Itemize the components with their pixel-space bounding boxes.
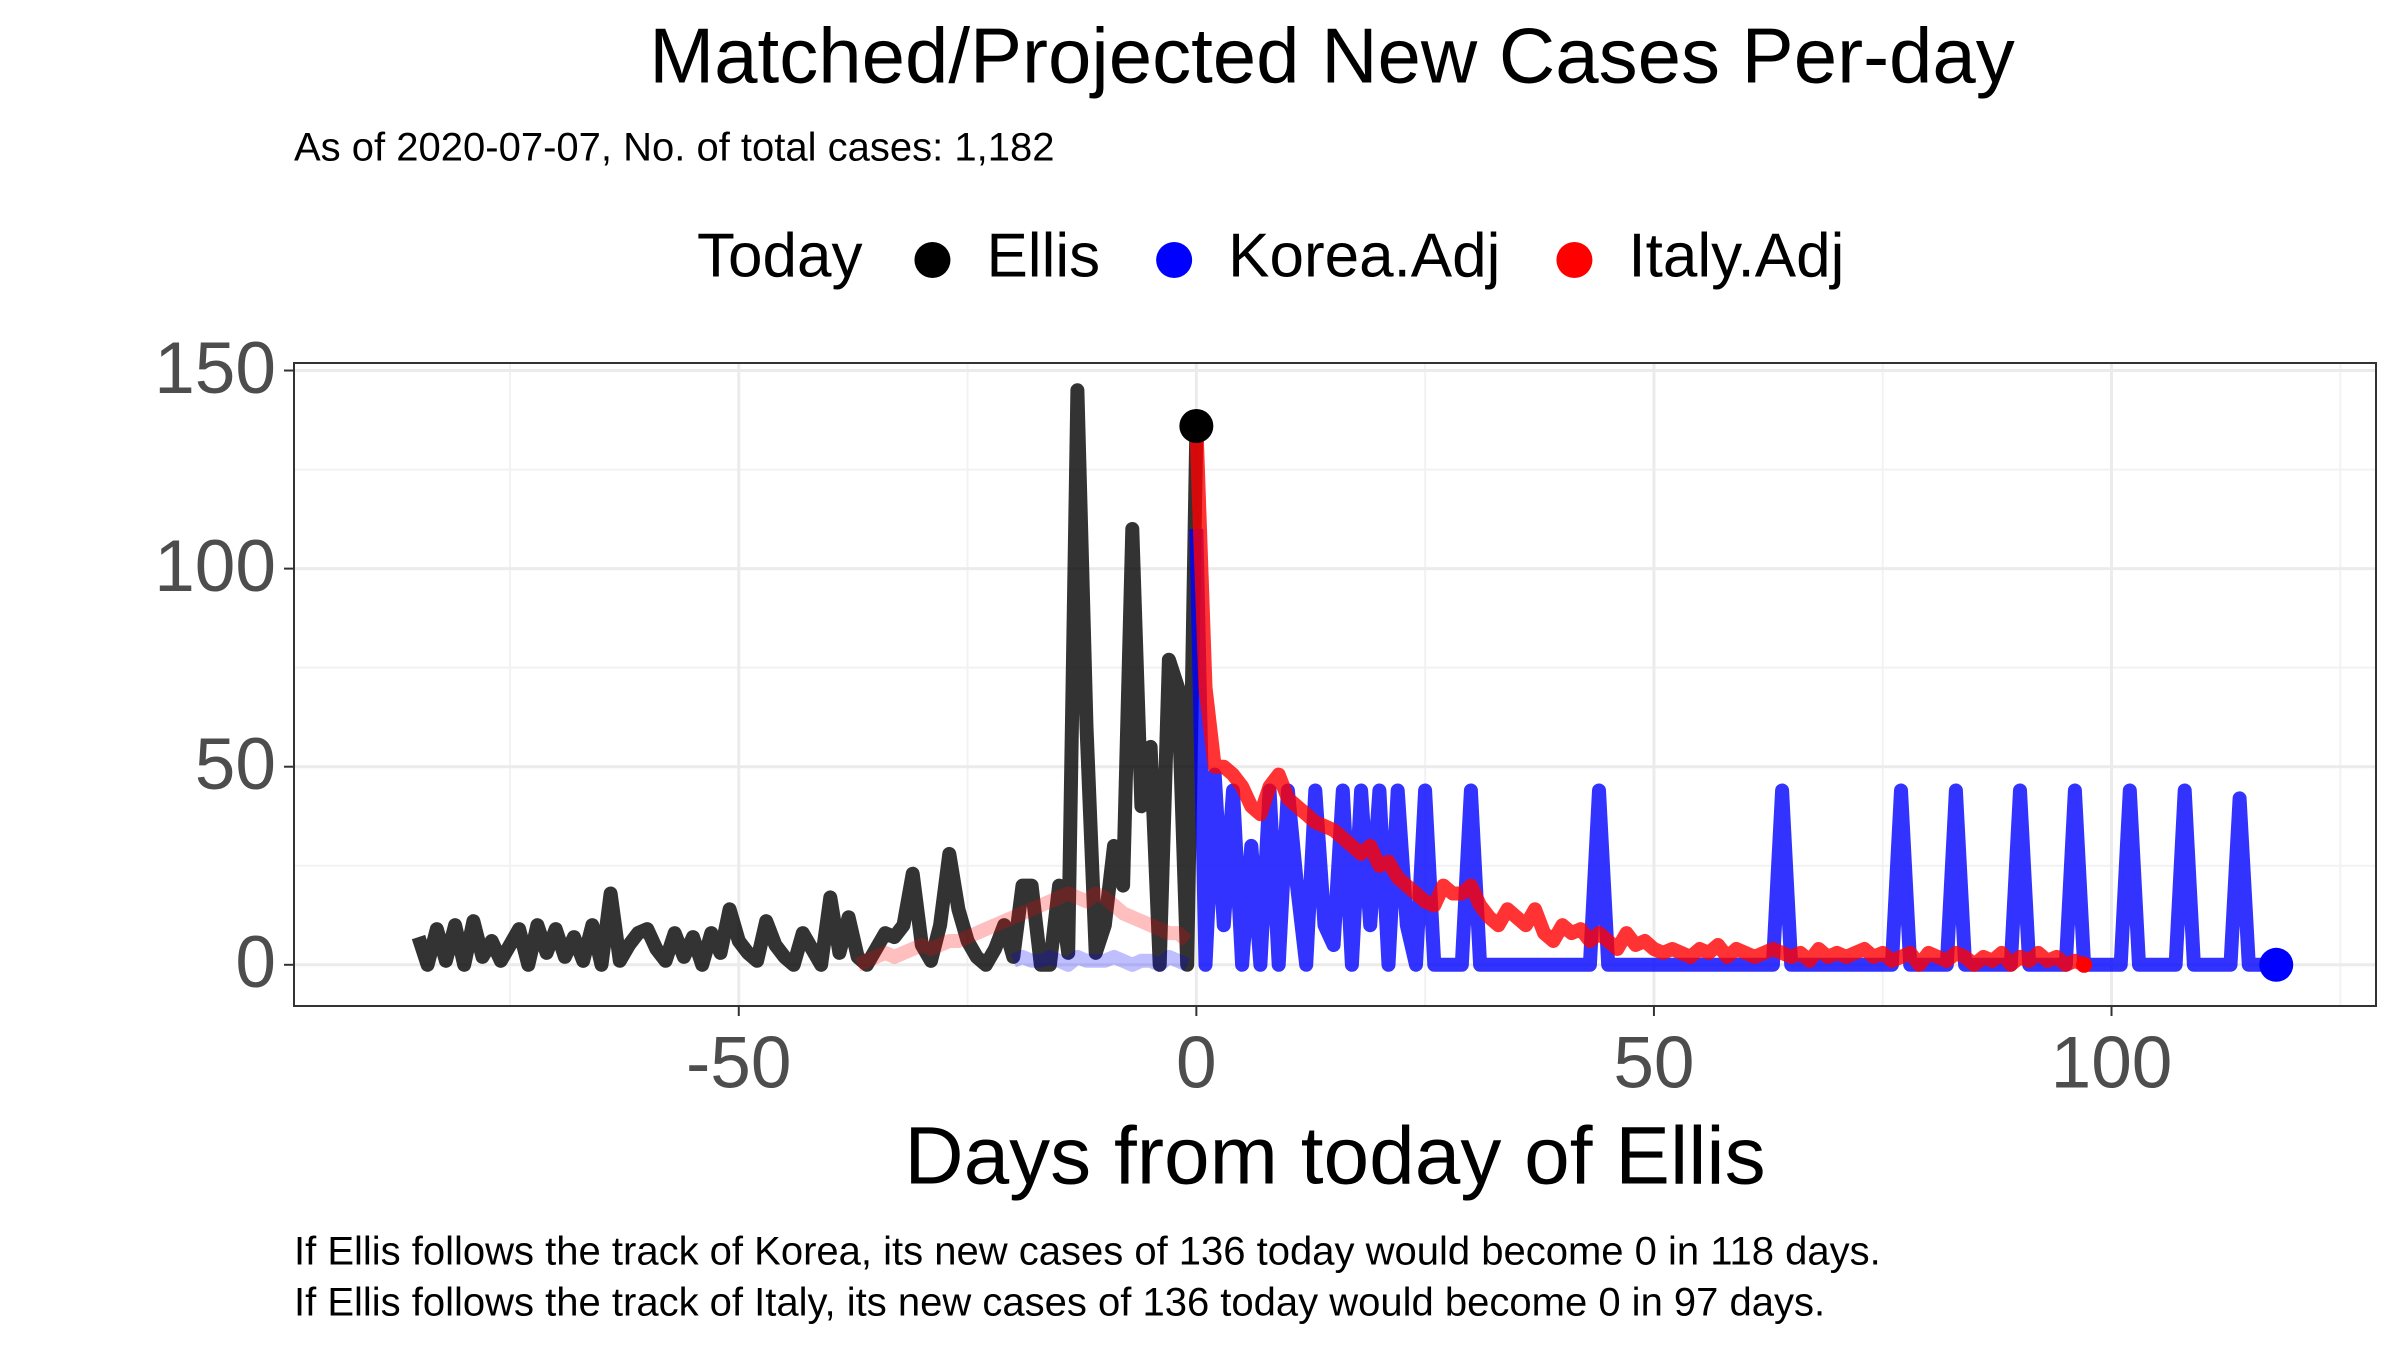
x-axis-label: Days from today of Ellis: [904, 1111, 1765, 1202]
x-tick-label: -50: [686, 1022, 792, 1103]
legend: Today Ellis Korea.Adj Italy.Adj: [697, 221, 1844, 290]
series-line: [1189, 528, 2277, 972]
y-tick-label: 50: [195, 724, 276, 805]
legend-marker: [914, 242, 951, 278]
plot-lines: [411, 383, 2294, 982]
legend-label: Korea.Adj: [1228, 221, 1500, 290]
chart-title: Matched/Projected New Cases Per-day: [649, 12, 2015, 100]
legend-marker: [1556, 242, 1593, 278]
x-tick-label: 50: [1613, 1022, 1694, 1103]
panel-border: [293, 362, 2377, 1007]
x-tick-label: 100: [2051, 1022, 2173, 1103]
series-line: [411, 383, 1204, 972]
y-tick-label: 100: [154, 526, 276, 607]
y-tick-label: 0: [235, 922, 276, 1003]
chart-subtitle: As of 2020-07-07, No. of total cases: 1,…: [294, 126, 1054, 170]
matched-line: [854, 886, 1192, 972]
x-tick-label: 0: [1176, 1022, 1217, 1103]
caption: If Ellis follows the track of Korea, its…: [294, 1230, 1881, 1274]
today-point: [2259, 947, 2294, 982]
y-tick-label: 150: [154, 328, 276, 409]
legend-title: Today: [697, 221, 862, 290]
series-line: [1189, 425, 2087, 972]
axes: -50 0 50 100 0 50 100 150: [154, 328, 2377, 1103]
legend-marker: [1156, 242, 1193, 278]
legend-label: Ellis: [986, 221, 1100, 290]
caption: If Ellis follows the track of Italy, its…: [294, 1281, 1825, 1325]
matched-line: [1010, 949, 1190, 972]
today-point: [2076, 956, 2093, 973]
today-point: [1179, 408, 1214, 443]
legend-label: Italy.Adj: [1628, 221, 1844, 290]
